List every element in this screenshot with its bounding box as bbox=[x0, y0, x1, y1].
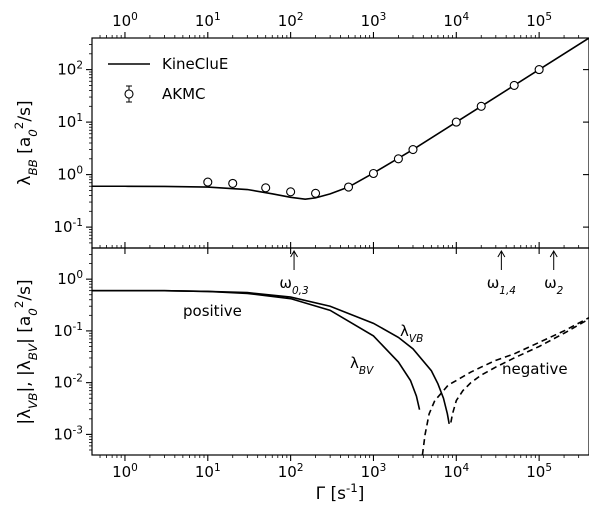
akmc-point bbox=[311, 188, 321, 198]
bottom-panel: 100 101 102 103 104 105 10-3 10-2 10-1 100 posit… bbox=[12, 242, 589, 504]
top-y-axis-label: λBB [a02/s] bbox=[12, 100, 40, 185]
top-x-tick-label: 101 bbox=[195, 11, 221, 30]
bottom-y-axis-label: |λVB|, |λBV| [a02/s] bbox=[12, 279, 40, 424]
top-series bbox=[92, 38, 589, 201]
top-markers bbox=[203, 65, 544, 198]
omega-arrow-label: ω2 bbox=[544, 274, 564, 297]
top-panel: 100 101 102 103 104 105 10-1 100 101 102 λBB [a0… bbox=[12, 11, 589, 254]
bottom-x-tick-label: 104 bbox=[443, 462, 469, 481]
omega-arrow-head bbox=[549, 250, 558, 258]
bottom-x-tick-label: 105 bbox=[526, 462, 552, 481]
lambda-bv-negative-line bbox=[421, 316, 589, 455]
akmc-point bbox=[408, 145, 418, 155]
top-y-tick-label: 102 bbox=[57, 60, 83, 79]
bottom-x-tick-label: 102 bbox=[278, 462, 304, 481]
lambda-bv-line bbox=[92, 289, 421, 410]
omega-arrow-head bbox=[497, 250, 506, 258]
legend-akmc-marker bbox=[124, 89, 134, 99]
akmc-point bbox=[451, 117, 461, 127]
top-x-ticks: 100 101 102 103 104 105 bbox=[99, 11, 580, 254]
akmc-point bbox=[286, 187, 296, 197]
legend-akmc-label: AKMC bbox=[162, 85, 206, 103]
legend-kineclue-label: KineCluE bbox=[162, 55, 228, 73]
bottom-y-tick-label: 100 bbox=[57, 269, 83, 288]
top-x-tick-label: 104 bbox=[443, 11, 469, 30]
akmc-point bbox=[261, 183, 271, 193]
omega-arrow-label: ω0,3 bbox=[279, 274, 308, 297]
legend: KineCluE AKMC bbox=[108, 55, 228, 103]
akmc-point bbox=[476, 101, 486, 111]
kineclue-line bbox=[92, 38, 589, 201]
lambda-vb-negative-line bbox=[450, 318, 589, 423]
top-y-tick-label: 10-1 bbox=[53, 217, 83, 236]
top-x-tick-label: 105 bbox=[526, 11, 552, 30]
top-y-tick-label: 100 bbox=[57, 165, 83, 184]
top-y-ticks: 10-1 100 101 102 bbox=[53, 44, 589, 244]
bottom-y-tick-label: 10-3 bbox=[53, 424, 83, 443]
akmc-point bbox=[534, 65, 544, 75]
lambda-bv-label: λBV bbox=[350, 354, 374, 377]
negative-label: negative bbox=[502, 360, 568, 378]
top-x-tick-label: 102 bbox=[278, 11, 304, 30]
lambda-vb-line bbox=[92, 289, 450, 424]
bottom-plot-frame bbox=[91, 247, 589, 456]
bottom-series bbox=[92, 289, 589, 455]
bottom-x-tick-label: 101 bbox=[195, 462, 221, 481]
akmc-point bbox=[228, 178, 238, 188]
omega-arrow-head bbox=[290, 250, 298, 258]
positive-label: positive bbox=[183, 302, 242, 320]
akmc-point bbox=[368, 168, 379, 179]
akmc-point bbox=[509, 80, 519, 90]
bottom-y-ticks: 10-3 10-2 10-1 100 bbox=[53, 254, 92, 451]
top-x-tick-label: 103 bbox=[361, 11, 387, 30]
bottom-y-tick-label: 10-1 bbox=[53, 321, 83, 340]
top-x-tick-label: 100 bbox=[112, 11, 138, 30]
bottom-x-axis-label: Γ [s-1] bbox=[316, 481, 365, 504]
omega-arrow-label: ω1,4 bbox=[487, 274, 516, 297]
bottom-x-ticks: 100 101 102 103 104 105 bbox=[99, 242, 580, 481]
bottom-x-tick-label: 100 bbox=[112, 462, 138, 481]
bottom-x-tick-label: 103 bbox=[361, 462, 387, 481]
top-y-tick-label: 101 bbox=[57, 112, 83, 131]
akmc-point bbox=[343, 182, 354, 192]
lambda-vb-label: λVB bbox=[400, 322, 423, 345]
akmc-point bbox=[393, 154, 403, 164]
akmc-point bbox=[203, 177, 213, 187]
bottom-annotations: positive negative λVB λBV ω0,3 ω1,4 ω2 bbox=[183, 250, 568, 378]
bottom-y-tick-label: 10-2 bbox=[53, 373, 83, 392]
